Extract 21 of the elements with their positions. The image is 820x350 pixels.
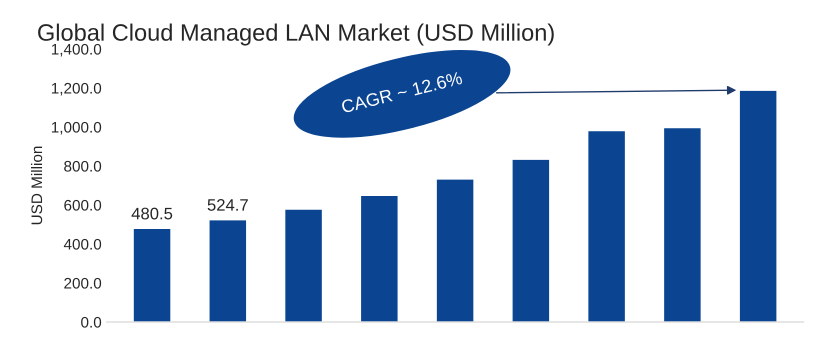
annotation: CAGR ~ 12.6% bbox=[340, 71, 463, 114]
bar bbox=[132, 228, 172, 322]
data-label: 480.5 bbox=[132, 208, 172, 220]
y-tick-label: 600.0 bbox=[64, 200, 102, 211]
data-label: 524.7 bbox=[208, 199, 248, 211]
bar bbox=[208, 218, 248, 322]
bar bbox=[435, 178, 475, 322]
y-tick-label: 0.0 bbox=[81, 316, 102, 328]
bar bbox=[738, 89, 778, 322]
y-tick-label: 1,400.0 bbox=[52, 44, 102, 56]
y-tick-label: 200.0 bbox=[64, 278, 102, 289]
bar bbox=[360, 194, 399, 322]
y-tick-label: 1,000.0 bbox=[52, 122, 102, 134]
bar bbox=[586, 130, 626, 322]
y-tick-label: 1,200.0 bbox=[52, 82, 102, 96]
bar bbox=[662, 126, 702, 322]
y-tick-label: 400.0 bbox=[64, 238, 102, 250]
bar bbox=[284, 208, 324, 322]
y-axis-title: USD Million bbox=[30, 146, 42, 224]
bar bbox=[511, 158, 550, 322]
y-tick-label: 800.0 bbox=[64, 160, 102, 172]
